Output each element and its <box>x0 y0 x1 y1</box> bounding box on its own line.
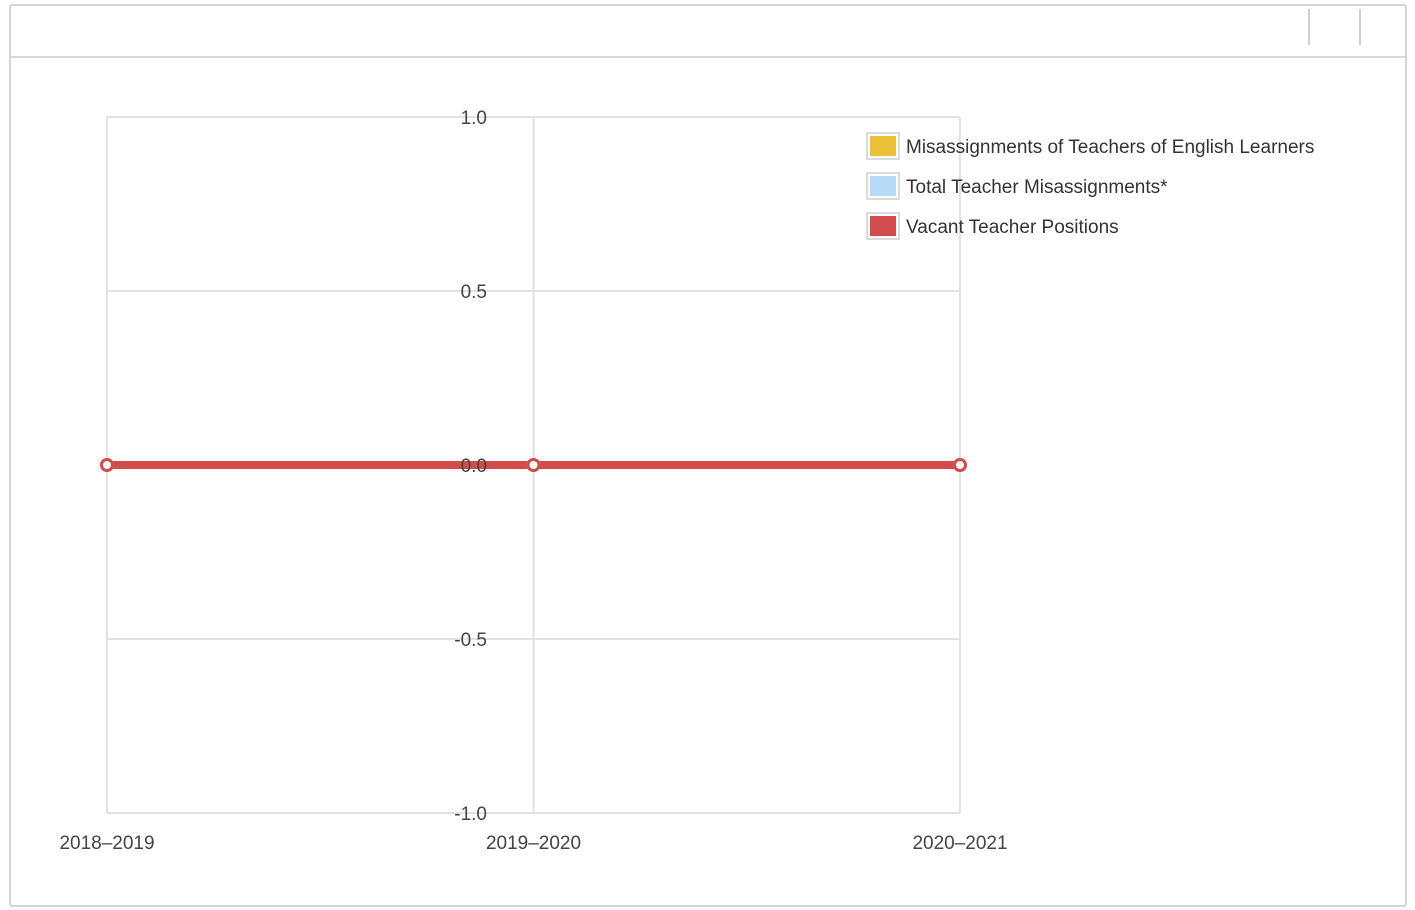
x-axis-ticks: 2018–2019 2019–2020 2020–2021 <box>59 833 1007 854</box>
legend-label: Misassignments of Teachers of English Le… <box>906 137 1314 158</box>
x-tick-label: 2019–2020 <box>486 833 581 854</box>
y-tick-label: 0.5 <box>461 282 487 303</box>
series-point <box>953 458 967 472</box>
legend-label: Vacant Teacher Positions <box>906 217 1119 238</box>
panel-header <box>11 6 1405 58</box>
legend-swatch <box>870 176 896 196</box>
header-divider <box>1308 9 1310 45</box>
y-tick-label: -1.0 <box>454 804 487 825</box>
legend-swatch <box>870 136 896 156</box>
legend-label: Total Teacher Misassignments* <box>906 177 1168 198</box>
y-tick-label: 1.0 <box>461 108 487 129</box>
y-axis-ticks: 1.0 0.5 0.0 -0.5 -1.0 <box>454 108 487 825</box>
series-point <box>100 458 114 472</box>
chart-series <box>100 458 967 472</box>
header-divider <box>1359 9 1361 45</box>
x-tick-label: 2018–2019 <box>59 833 154 854</box>
x-tick-label: 2020–2021 <box>912 833 1007 854</box>
y-tick-label: 0.0 <box>461 456 487 477</box>
series-point <box>526 458 541 472</box>
legend-swatch <box>870 216 896 236</box>
chart-panel <box>9 4 1407 907</box>
chart-legend: Misassignments of Teachers of English Le… <box>866 132 1314 240</box>
y-tick-label: -0.5 <box>454 630 487 651</box>
